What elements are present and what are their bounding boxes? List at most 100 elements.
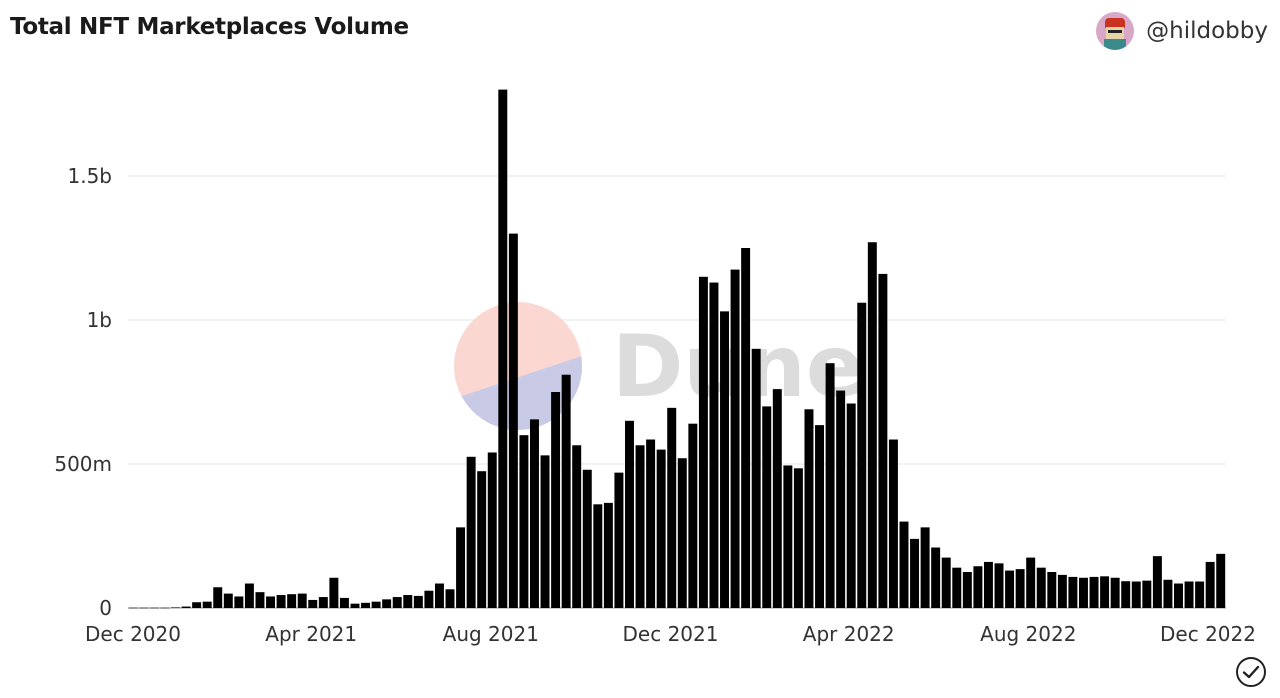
bar[interactable] [266, 596, 276, 608]
bar[interactable] [1068, 576, 1078, 608]
bar[interactable] [339, 597, 349, 608]
bar[interactable] [350, 603, 360, 608]
bar[interactable] [1184, 581, 1194, 609]
bar[interactable] [361, 602, 371, 608]
bar[interactable] [1047, 572, 1057, 608]
check-circle-icon[interactable] [1235, 656, 1267, 688]
bar[interactable] [181, 606, 191, 608]
bar[interactable] [466, 456, 476, 608]
bar[interactable] [920, 527, 930, 608]
bar[interactable] [815, 425, 825, 608]
bar[interactable] [487, 452, 497, 608]
bar[interactable] [1005, 570, 1015, 608]
bar[interactable] [223, 593, 233, 608]
bar[interactable] [582, 469, 592, 608]
bar[interactable] [793, 468, 803, 608]
bar[interactable] [287, 594, 297, 608]
bar[interactable] [213, 587, 223, 608]
bar[interactable] [804, 409, 814, 608]
bar[interactable] [709, 282, 719, 608]
bar[interactable] [941, 557, 951, 608]
bar[interactable] [836, 390, 846, 608]
bar[interactable] [413, 595, 423, 608]
bar[interactable] [434, 583, 444, 608]
bar[interactable] [561, 374, 571, 608]
bar[interactable] [171, 607, 180, 609]
bar[interactable] [772, 389, 782, 608]
bar[interactable] [899, 521, 909, 608]
bar[interactable] [857, 302, 867, 608]
bar[interactable] [551, 392, 561, 608]
bar[interactable] [1036, 567, 1046, 608]
bar[interactable] [751, 348, 761, 608]
bar[interactable] [128, 607, 138, 609]
bar[interactable] [1089, 576, 1099, 608]
bar[interactable] [1142, 580, 1152, 608]
bar[interactable] [1152, 556, 1162, 608]
bar[interactable] [318, 597, 328, 608]
bar[interactable] [308, 599, 318, 608]
bar[interactable] [983, 561, 993, 608]
bar[interactable] [730, 269, 740, 608]
bar[interactable] [255, 592, 265, 608]
bar[interactable] [1078, 577, 1088, 608]
bar[interactable] [519, 435, 529, 608]
bar[interactable] [783, 465, 793, 608]
bar[interactable] [149, 607, 159, 609]
bar[interactable] [403, 595, 413, 608]
bar[interactable] [1100, 576, 1110, 608]
bar[interactable] [234, 596, 244, 608]
author-badge[interactable]: @hildobby [1096, 12, 1268, 50]
bar[interactable] [614, 472, 624, 608]
bar[interactable] [445, 589, 455, 608]
bar[interactable] [667, 407, 677, 608]
bar[interactable] [192, 602, 202, 608]
bar[interactable] [1015, 569, 1025, 608]
bar[interactable] [688, 423, 698, 608]
bar[interactable] [382, 599, 392, 608]
bar[interactable] [593, 504, 603, 608]
bar[interactable] [1195, 581, 1205, 609]
bar[interactable] [477, 471, 487, 608]
bar[interactable] [677, 458, 687, 608]
bar[interactable] [762, 406, 772, 608]
bar[interactable] [529, 419, 539, 608]
bar[interactable] [202, 601, 212, 608]
bar[interactable] [392, 597, 402, 608]
bar[interactable] [139, 607, 149, 609]
bar[interactable] [720, 311, 729, 608]
bar[interactable] [867, 242, 877, 609]
bar[interactable] [1216, 553, 1226, 608]
bar[interactable] [160, 607, 170, 609]
bar[interactable] [1131, 581, 1141, 609]
bar[interactable] [456, 527, 466, 608]
bar[interactable] [910, 538, 920, 608]
bar[interactable] [371, 601, 381, 608]
bar[interactable] [1163, 579, 1173, 608]
bar[interactable] [741, 248, 751, 608]
bar[interactable] [878, 273, 888, 608]
bar[interactable] [952, 567, 962, 608]
bar[interactable] [646, 439, 656, 608]
bar[interactable] [994, 563, 1004, 608]
bar[interactable] [276, 595, 286, 608]
bar[interactable] [888, 439, 898, 608]
bar[interactable] [603, 502, 613, 608]
bar[interactable] [498, 89, 508, 609]
bar[interactable] [962, 572, 972, 608]
bar[interactable] [1174, 583, 1183, 608]
bar[interactable] [1026, 557, 1036, 608]
bar[interactable] [297, 593, 307, 608]
bar[interactable] [329, 577, 339, 608]
bar[interactable] [1205, 561, 1215, 608]
bar[interactable] [572, 445, 582, 608]
bar[interactable] [656, 449, 666, 608]
bar[interactable] [1110, 577, 1120, 608]
bar[interactable] [825, 363, 835, 608]
bar[interactable] [973, 566, 983, 608]
bar[interactable] [698, 276, 708, 608]
bar[interactable] [424, 590, 434, 608]
bar[interactable] [508, 233, 518, 608]
bar[interactable] [540, 455, 550, 608]
bar[interactable] [625, 420, 634, 608]
